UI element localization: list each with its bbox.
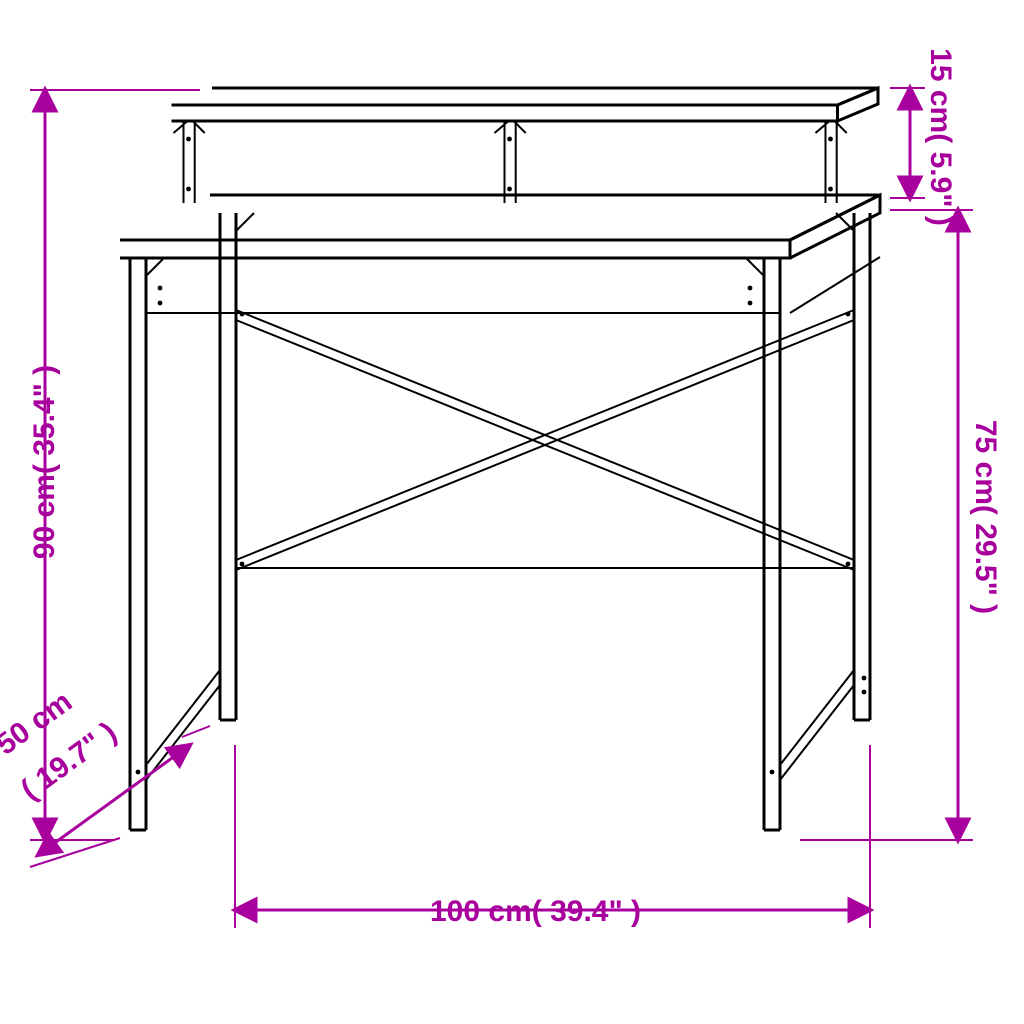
dim-width-label: 100 cm( 39.4" ) bbox=[430, 895, 641, 929]
dimension-drawing bbox=[0, 0, 1024, 1024]
dim-shelf-height-label: 15 cm( 5.9" ) bbox=[923, 27, 957, 247]
dim-desk-height-label: 75 cm( 29.5" ) bbox=[968, 387, 1002, 647]
dim-total-height-label: 90 cm( 35.4" ) bbox=[28, 332, 62, 592]
